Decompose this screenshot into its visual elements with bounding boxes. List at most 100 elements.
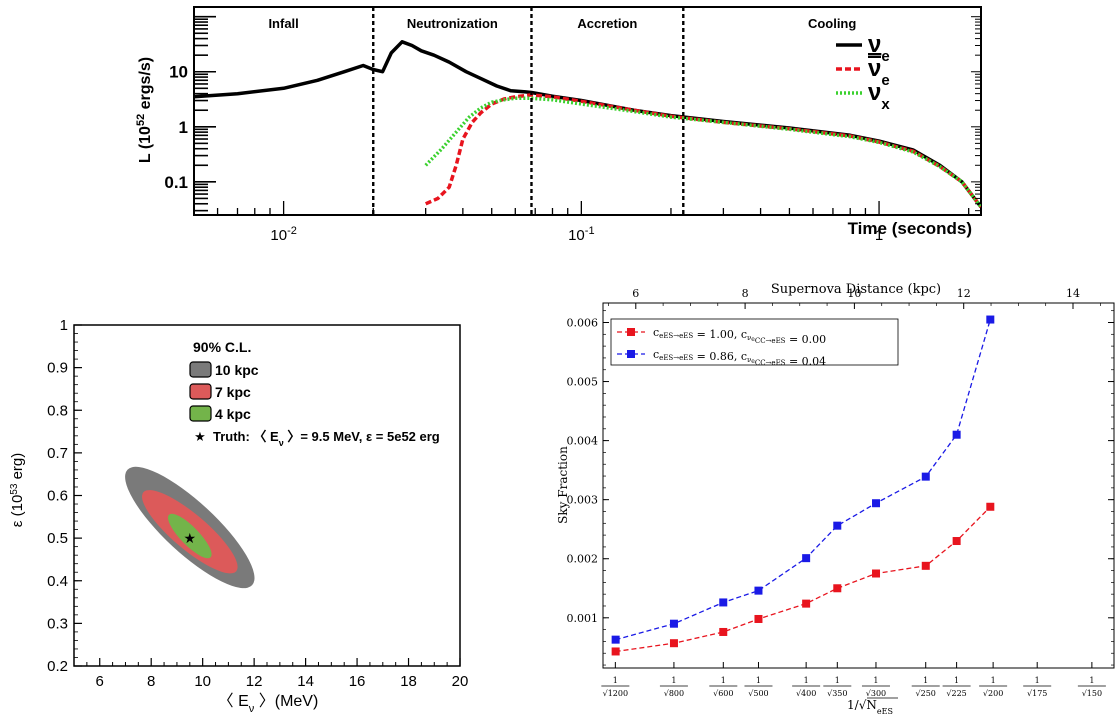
bottom-tick-denominator: √200 (983, 689, 1003, 698)
bottom-tick-numerator: 1 (835, 676, 840, 685)
x-tick-label: 14 (297, 673, 314, 690)
legend-label: νx (868, 79, 890, 113)
sky-fraction-point (986, 502, 995, 511)
legend-label: νe (868, 55, 890, 89)
panel-sky-fraction: 0.001 0.002 0.003 0.004 0.005 0.006 6 8 10 12 14 1 √… (556, 282, 1115, 715)
top-tick-label: 8 (742, 287, 749, 300)
panel-c-x-axis-label: 1/√NeES (847, 698, 893, 715)
legend-swatch-marker (627, 328, 635, 336)
x-tick-label: 10 (194, 673, 211, 690)
x-tick-label: 16 (349, 673, 366, 690)
x-tick-label: 20 (452, 673, 469, 690)
panel-luminosity: Infall Neutronization Accretion Cooling 10 1… (135, 6, 982, 244)
legend-swatch (189, 405, 212, 422)
bottom-tick-denominator: √150 (1082, 689, 1102, 698)
panel-c-legend: ceES→eES = 1.00, cνeCC→eES = 0.00ceES→eE… (610, 318, 899, 368)
panel-b-x-axis-label: 〈 Eν 〉(MeV) (218, 693, 319, 715)
sky-fraction-series-1 (615, 506, 991, 653)
panel-c-y-axis-label: Sky Fraction (556, 446, 570, 524)
y-tick-label: 0.003 (567, 494, 599, 507)
phase-label: Infall (268, 16, 298, 31)
y-tick-label: 0.002 (567, 553, 599, 566)
bottom-tick-denominator: √350 (827, 689, 847, 698)
legend-truth-label: Truth: 〈 Eν 〉= 9.5 MeV, ε = 5e52 erg (213, 429, 440, 448)
top-tick-label: 14 (1066, 287, 1080, 300)
x-tick-label: 1 (875, 227, 883, 244)
sky-fraction-point (719, 627, 728, 636)
bottom-tick-numerator: 1 (873, 676, 878, 685)
panel-a-x-axis-label: Time (seconds) (848, 219, 972, 238)
legend-box (610, 318, 899, 366)
bottom-tick-denominator: √1200 (603, 689, 628, 698)
sky-fraction-point (719, 598, 728, 607)
y-tick-label: 0.001 (567, 612, 599, 625)
sky-fraction-point (833, 521, 842, 530)
bottom-tick-numerator: 1 (671, 676, 676, 685)
y-tick-label: 0.004 (567, 435, 599, 448)
legend-truth-star: ★ (194, 430, 206, 445)
bottom-tick-numerator: 1 (923, 676, 928, 685)
sky-fraction-point (921, 472, 930, 481)
sky-fraction-point (754, 586, 763, 595)
bottom-tick-denominator: √175 (1027, 689, 1047, 698)
y-tick-label: 1 (60, 317, 68, 334)
y-tick-label: 0.005 (567, 376, 599, 389)
panel-c-frame (602, 302, 1115, 669)
bottom-tick-numerator: 1 (991, 676, 996, 685)
y-tick-label: 0.1 (164, 173, 188, 192)
bottom-tick-denominator: √800 (664, 689, 684, 698)
legend-title: 90% C.L. (193, 339, 251, 355)
y-tick-label: 10 (169, 63, 188, 82)
bottom-tick-numerator: 1 (756, 676, 761, 685)
legend-label: ceES→eES = 0.86, cνeCC→eES = 0.04 (653, 348, 826, 368)
bottom-tick-numerator: 1 (804, 676, 809, 685)
y-tick-label: 1 (179, 118, 188, 137)
sky-fraction-point (921, 561, 930, 570)
panel-a-y-axis-label: L (1052 ergs/s) (135, 57, 154, 163)
legend-label: 4 kpc (215, 406, 251, 422)
sky-fraction-point (611, 647, 620, 656)
y-tick-label: 0.006 (567, 316, 599, 329)
sky-fraction-point (802, 554, 811, 563)
bottom-tick-denominator: √300 (866, 689, 886, 698)
sky-fraction-point (872, 569, 881, 578)
y-tick-label: 0.5 (47, 530, 68, 547)
sky-fraction-point (952, 537, 961, 546)
top-tick-label: 12 (957, 287, 971, 300)
bottom-tick-denominator: √225 (946, 689, 966, 698)
bottom-tick-numerator: 1 (613, 676, 618, 685)
luminosity-series-0 (194, 40, 981, 209)
sky-fraction-point (872, 499, 881, 508)
top-tick-label: 10 (847, 287, 861, 300)
top-tick-label: 6 (632, 287, 639, 300)
x-tick-label: 12 (246, 673, 263, 690)
x-tick-label: 10-1 (568, 225, 594, 244)
legend-label: 10 kpc (215, 362, 259, 378)
legend-label: 7 kpc (215, 384, 251, 400)
y-tick-label: 0.3 (47, 615, 68, 632)
sky-fraction-point (952, 430, 961, 439)
phase-label: Accretion (577, 16, 637, 31)
legend-swatch-marker (627, 350, 635, 358)
legend-swatch (189, 383, 212, 400)
y-tick-label: 0.2 (47, 658, 68, 675)
legend-label: νe (868, 31, 890, 65)
panel-contour: ★ 6 8 10 12 14 16 18 20 0.2 0.3 0.4 0.5 0.6 0.7 0.8 0.9… (9, 317, 469, 715)
phase-label: Neutronization (407, 16, 498, 31)
bottom-tick-denominator: √600 (713, 689, 733, 698)
bottom-tick-numerator: 1 (954, 676, 959, 685)
sky-fraction-point (754, 614, 763, 623)
x-tick-label: 8 (147, 673, 155, 690)
panel-b-y-axis-label: ε (1053 erg) (9, 453, 27, 528)
panel-c-top-axis-label: Supernova Distance (kpc) (771, 282, 941, 297)
x-tick-label: 10-2 (270, 225, 296, 244)
phase-label: Cooling (808, 16, 856, 31)
legend-label: ceES→eES = 1.00, cνeCC→eES = 0.00 (653, 326, 826, 346)
bottom-tick-denominator: √500 (748, 689, 768, 698)
confidence-region-4-kpc (168, 513, 212, 559)
y-tick-label: 0.8 (47, 402, 68, 419)
sky-fraction-point (669, 639, 678, 648)
y-tick-label: 0.7 (47, 445, 68, 462)
legend-swatch (189, 361, 212, 378)
